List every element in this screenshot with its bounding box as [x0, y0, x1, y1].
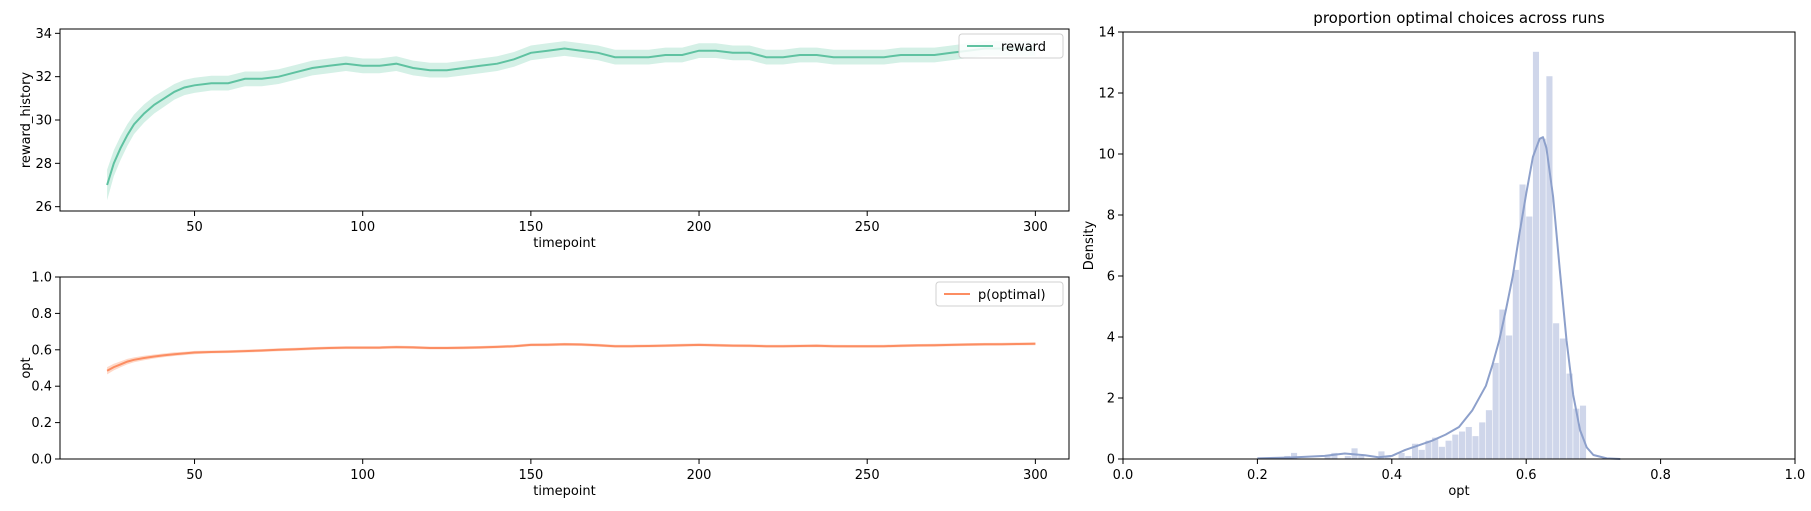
x-tick-label: 1.0 — [1785, 468, 1806, 483]
histogram-bar — [1445, 440, 1452, 459]
histogram-bar — [1579, 405, 1587, 459]
histogram-bar — [1499, 309, 1506, 459]
chart-title: proportion optimal choices across runs — [1313, 9, 1605, 27]
x-tick-label: 0.0 — [1113, 468, 1134, 483]
y-tick-label: 0.0 — [31, 453, 52, 468]
y-tick-label: 0.8 — [31, 307, 52, 322]
y-tick-label: 0.6 — [31, 343, 52, 358]
x-tick-label: 0.2 — [1247, 468, 1268, 483]
y-tick-label: 26 — [35, 200, 52, 215]
histogram-bar — [1378, 451, 1385, 459]
x-tick-label: 0.4 — [1381, 468, 1402, 483]
histogram-bar — [1432, 437, 1439, 459]
legend-box — [958, 33, 1064, 59]
x-tick-label: 250 — [855, 220, 880, 235]
y-tick-label: 28 — [35, 157, 52, 172]
kde-curve — [1257, 136, 1621, 460]
plot-frame — [1122, 31, 1796, 460]
confidence-band — [107, 342, 1036, 375]
histogram-bar — [1472, 436, 1479, 459]
histogram-bar — [1492, 362, 1499, 459]
x-tick-label: 300 — [1023, 468, 1048, 483]
histogram-bar — [1405, 455, 1412, 459]
x-tick-label: 100 — [350, 468, 375, 483]
histogram-bar — [1438, 446, 1445, 459]
x-tick-label: 150 — [518, 220, 543, 235]
histogram-bar — [1532, 51, 1540, 459]
legend: p(optimal) — [935, 281, 1064, 307]
x-tick-label: 150 — [518, 468, 543, 483]
histogram-bar — [1344, 455, 1351, 459]
plot-frame — [59, 28, 1070, 212]
legend: reward — [958, 33, 1064, 59]
x-tick-label: 200 — [687, 468, 712, 483]
histogram-bar — [1465, 426, 1472, 459]
x-tick-label: 50 — [186, 220, 203, 235]
x-tick-label: 0.6 — [1516, 468, 1537, 483]
y-tick-label: 0.2 — [31, 416, 52, 431]
x-axis-label: timepoint — [533, 484, 596, 499]
x-tick-label: 250 — [855, 468, 880, 483]
x-tick-label: 100 — [350, 220, 375, 235]
histogram-bar — [1385, 457, 1392, 459]
series-line — [106, 342, 1036, 372]
y-tick-label: 0.4 — [31, 380, 52, 395]
y-tick-label: 10 — [1098, 148, 1115, 163]
histogram-bar — [1398, 452, 1405, 459]
series-line — [106, 47, 1036, 186]
y-axis-label: opt — [19, 357, 34, 378]
y-tick-label: 14 — [1098, 26, 1115, 41]
histogram-bar — [1512, 269, 1519, 459]
histogram-bar — [1546, 76, 1553, 459]
x-tick-label: 0.8 — [1650, 468, 1671, 483]
histogram-bar — [1573, 408, 1580, 459]
histogram-bar — [1506, 335, 1513, 459]
histogram-bar — [1485, 410, 1492, 459]
histogram-bar — [1418, 449, 1425, 459]
hist-panel: 0.0 0.2 0.4 0.6 0.8 1.0 0 2 4 6 8 10 12 14 opt Density p… — [1082, 9, 1805, 499]
histogram-bar — [1526, 216, 1533, 459]
histogram-bar — [1324, 455, 1331, 459]
y-tick-label: 32 — [35, 70, 52, 85]
y-tick-label: 2 — [1107, 392, 1115, 407]
histogram-bar — [1452, 434, 1459, 459]
confidence-band — [107, 41, 1036, 201]
histogram-bar — [1559, 338, 1566, 459]
x-axis-label: timepoint — [533, 236, 596, 251]
histogram-bar — [1331, 452, 1338, 459]
y-tick-label: 12 — [1098, 87, 1115, 102]
y-tick-label: 4 — [1107, 331, 1115, 346]
y-axis-label: reward_history — [19, 72, 34, 169]
y-tick-label: 8 — [1107, 209, 1115, 224]
y-axis-label: Density — [1082, 220, 1097, 270]
plot-frame — [59, 276, 1070, 460]
x-tick-label: 50 — [186, 468, 203, 483]
legend-box — [935, 281, 1064, 307]
x-tick-label: 200 — [687, 220, 712, 235]
histogram-bar — [1358, 455, 1365, 459]
y-tick-label: 0 — [1107, 453, 1115, 468]
x-axis-label: opt — [1448, 484, 1469, 499]
histogram-bar — [1539, 138, 1546, 459]
x-tick-label: 300 — [1023, 220, 1048, 235]
histogram-bar — [1519, 184, 1526, 459]
y-tick-label: 6 — [1107, 270, 1115, 285]
y-tick-label: 1.0 — [31, 271, 52, 286]
histogram-bar — [1553, 323, 1560, 459]
legend-label: p(optimal) — [978, 288, 1046, 303]
histogram-bar — [1459, 431, 1466, 459]
y-tick-label: 34 — [35, 27, 52, 42]
y-tick-label: 30 — [35, 114, 52, 129]
histogram-bar — [1566, 373, 1573, 459]
reward-panel: 50 100 150 200 250 300 26 28 30 32 34 timepoint rewa… — [19, 27, 1070, 251]
opt-panel: 50 100 150 200 250 300 0.0 0.2 0.4 0.6 0.8 1.0 timep… — [19, 271, 1070, 499]
histogram-bar — [1425, 440, 1432, 459]
histogram-bar — [1479, 422, 1486, 459]
histogram-bar — [1411, 443, 1419, 459]
legend-label: reward — [1001, 40, 1046, 55]
histogram-bar — [1291, 452, 1298, 459]
